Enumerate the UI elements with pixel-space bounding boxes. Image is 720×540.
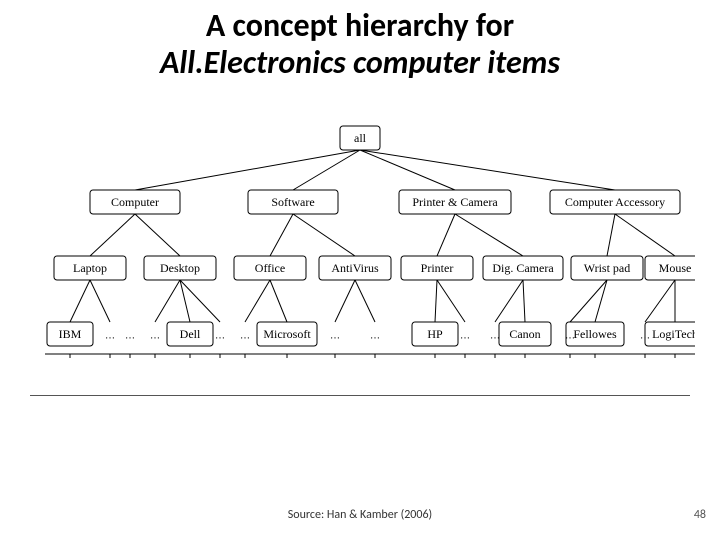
tree-node: Computer Accessory [550,190,680,214]
tree-node-label: Office [255,261,285,275]
tree-node-label: Dig. Camera [492,261,554,275]
tree-node: LogiTech [645,322,695,346]
tree-edge [437,214,455,256]
tree-leaf-edge [495,280,523,322]
tree-edge [90,214,135,256]
tree-leaf-edge [355,280,375,322]
tree-node: IBM [47,322,93,346]
tree-node-label: Fellowes [573,327,617,341]
ellipsis-marker: … [125,330,135,341]
tree-node-label: Computer [111,195,159,209]
ellipsis-marker: … [215,330,225,341]
tree-edge [135,214,180,256]
tree-node: Wrist pad [571,256,643,280]
tree-edge [455,214,523,256]
tree-node: Software [248,190,338,214]
tree-node-label: Microsoft [263,327,311,341]
title-line1: A concept hierarchy for [206,6,514,45]
tree-leaf-edge [155,280,180,322]
tree-node-label: IBM [59,327,82,341]
page-number: 48 [694,508,706,522]
tree-node: Printer [401,256,473,280]
tree-node: HP [412,322,458,346]
tree-leaf-edge [270,280,287,322]
tree-node-label: Printer & Camera [412,195,498,209]
tree-node-label: Computer Accessory [565,195,665,209]
tree-node-label: LogiTech [652,327,695,341]
tree-leaf-edge [437,280,465,322]
tree-leaf-edge [335,280,355,322]
tree-node-label: Canon [509,327,540,341]
tree-node: AntiVirus [319,256,391,280]
tree-leaf-edge [70,280,90,322]
tree-node: Dig. Camera [483,256,563,280]
tree-node-label: Desktop [160,261,200,275]
tree-node: Computer [90,190,180,214]
ellipsis-marker: … [150,330,160,341]
tree-node: Office [234,256,306,280]
tree-edge [360,150,615,190]
footer-divider [30,395,690,396]
title-line2: All.Electronics computer items [160,43,560,82]
ellipsis-marker: … [330,330,340,341]
ellipsis-marker: … [370,330,380,341]
tree-node-label: Mouse [659,261,692,275]
tree-node-label: Laptop [73,261,107,275]
source-citation: Source: Han & Kamber (2006) [0,508,720,522]
tree-node: Microsoft [257,322,317,346]
tree-leaf-edge [523,280,525,322]
concept-hierarchy-diagram: all Computer Software Printer & Camera Compu… [25,120,695,380]
ellipsis-marker: … [490,330,500,341]
tree-node-label: HP [427,327,443,341]
tree-node-label: all [354,131,367,145]
tree-edge [607,214,615,256]
tree-node-label: AntiVirus [331,261,379,275]
tree-leaf-edge [180,280,220,322]
tree-edge [615,214,675,256]
ellipsis-marker: … [105,330,115,341]
ellipsis-marker: … [240,330,250,341]
tree-node: Mouse [645,256,695,280]
tree-node: all [340,126,380,150]
slide-title: A concept hierarchy for All.Electronics … [0,8,720,82]
tree-node-label: Wrist pad [584,261,631,275]
tree-node-label: Dell [180,327,201,341]
ellipsis-marker: … [565,330,575,341]
tree-node-label: Printer [421,261,454,275]
tree-leaf-edge [245,280,270,322]
ellipsis-marker: … [640,330,650,341]
tree-leaf-edge [180,280,190,322]
tree-edge [293,214,355,256]
tree-node: Desktop [144,256,216,280]
ellipsis-marker: … [460,330,470,341]
tree-node: Canon [499,322,551,346]
tree-leaf-edge [90,280,110,322]
tree-node-label: Software [271,195,314,209]
tree-leaf-edge [645,280,675,322]
tree-edge [270,214,293,256]
tree-node: Printer & Camera [399,190,511,214]
tree-edge [360,150,455,190]
tree-node: Laptop [54,256,126,280]
tree-leaf-edge [435,280,437,322]
tree-node: Dell [167,322,213,346]
